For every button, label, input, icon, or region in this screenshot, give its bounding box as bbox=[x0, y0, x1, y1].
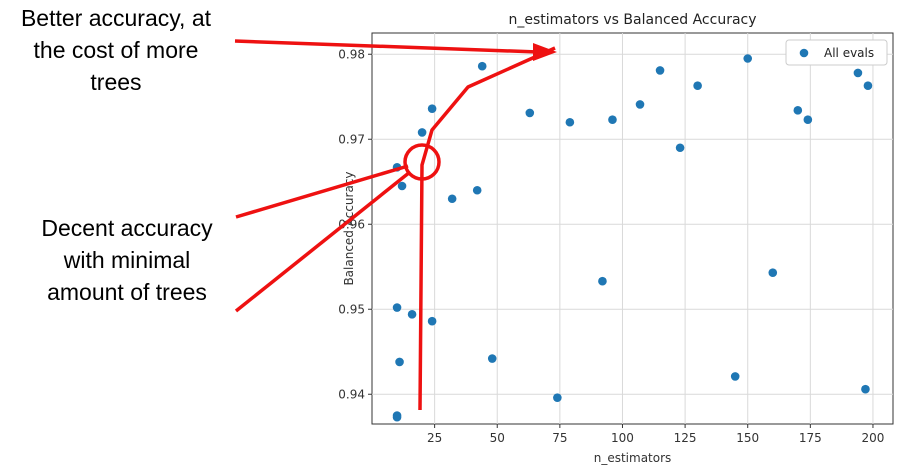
data-point bbox=[693, 81, 702, 90]
data-point bbox=[635, 100, 645, 109]
x-tick-label: 150 bbox=[736, 431, 759, 445]
data-point bbox=[793, 106, 803, 115]
annotation-pointer-line bbox=[235, 164, 409, 219]
data-point bbox=[853, 68, 863, 78]
annotation-line: the cost of more bbox=[33, 37, 199, 63]
annotation-overlay bbox=[234, 39, 557, 411]
x-tick-label: 200 bbox=[862, 431, 885, 445]
legend-label: All evals bbox=[824, 46, 874, 60]
annotation-line: amount of trees bbox=[47, 279, 207, 305]
pareto-curve bbox=[418, 46, 556, 411]
data-point bbox=[397, 181, 407, 191]
annotation-pointer-line bbox=[234, 170, 412, 313]
y-axis: 0.94 0.95 0.96 0.97 0.98 bbox=[338, 47, 372, 401]
annotation-arrow-line bbox=[234, 39, 539, 54]
x-tick-label: 175 bbox=[799, 431, 822, 445]
data-point bbox=[407, 310, 417, 319]
annotation-line: trees bbox=[90, 69, 142, 95]
x-axis: 25 50 75 100 125 150 175 200 bbox=[427, 424, 884, 445]
data-point bbox=[472, 185, 482, 195]
data-point bbox=[487, 354, 497, 363]
y-tick-label: 0.94 bbox=[338, 387, 365, 401]
scatter-points bbox=[392, 45, 873, 422]
arrow-head bbox=[533, 43, 557, 61]
y-tick-label: 0.96 bbox=[338, 217, 365, 231]
data-point bbox=[525, 108, 535, 118]
x-tick-label: 50 bbox=[490, 431, 505, 445]
data-point bbox=[477, 61, 487, 71]
data-point bbox=[743, 54, 753, 63]
legend-marker bbox=[799, 48, 809, 58]
data-point bbox=[675, 143, 685, 153]
plot-area bbox=[371, 32, 894, 425]
grid bbox=[372, 33, 893, 424]
data-point bbox=[863, 81, 873, 90]
y-tick-label: 0.95 bbox=[338, 302, 365, 316]
annotation-decent-accuracy: Decent accuracy with minimal amount of t… bbox=[18, 212, 236, 308]
data-point bbox=[447, 194, 457, 204]
legend-box bbox=[785, 39, 888, 66]
data-point bbox=[392, 412, 402, 422]
data-point bbox=[861, 384, 870, 394]
data-point bbox=[427, 316, 437, 326]
data-point bbox=[553, 393, 562, 402]
y-axis-label: Balanced Accuracy bbox=[342, 171, 356, 285]
data-point bbox=[730, 372, 740, 381]
data-point bbox=[803, 115, 813, 124]
legend: All evals bbox=[785, 39, 888, 66]
y-tick-label: 0.97 bbox=[338, 132, 365, 146]
data-point bbox=[655, 66, 665, 75]
data-point bbox=[768, 268, 778, 278]
annotation-line: Decent accuracy bbox=[41, 215, 213, 241]
data-point bbox=[395, 357, 404, 367]
data-point bbox=[392, 303, 402, 312]
x-axis-label: n_estimators bbox=[594, 451, 672, 465]
data-point bbox=[417, 128, 427, 137]
data-point bbox=[608, 115, 617, 124]
data-point bbox=[427, 104, 437, 113]
data-point bbox=[598, 276, 607, 286]
x-tick-label: 125 bbox=[674, 431, 697, 445]
y-tick-label: 0.98 bbox=[338, 47, 365, 61]
x-tick-label: 25 bbox=[427, 431, 442, 445]
highlight-circle bbox=[403, 143, 441, 181]
x-tick-label: 75 bbox=[552, 431, 567, 445]
chart-title: n_estimators vs Balanced Accuracy bbox=[508, 12, 756, 28]
annotation-line: with minimal bbox=[63, 247, 191, 273]
x-tick-label: 100 bbox=[611, 431, 634, 445]
data-point bbox=[565, 117, 575, 127]
annotation-line: Better accuracy, at bbox=[20, 5, 212, 31]
annotation-better-accuracy: Better accuracy, at the cost of more tre… bbox=[0, 2, 232, 98]
